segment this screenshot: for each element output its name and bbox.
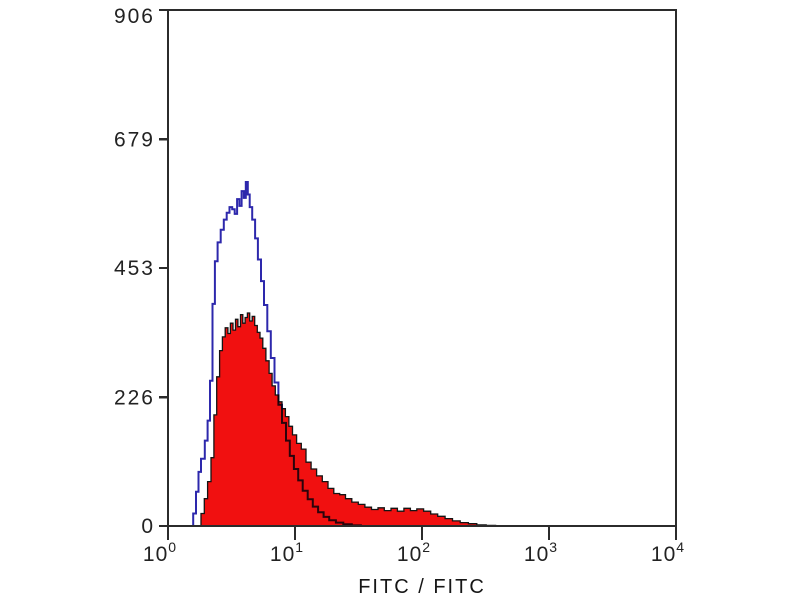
x-axis-tick-label: 100 xyxy=(143,539,177,566)
y-axis-tick-label: 453 xyxy=(114,257,155,280)
y-axis-tick-label: 906 xyxy=(114,5,155,28)
y-axis-tick-label: 679 xyxy=(114,128,155,151)
x-axis-tick-exponent: 1 xyxy=(295,539,304,555)
y-axis-tick-label: 0 xyxy=(141,515,155,538)
x-axis-tick-exponent: 3 xyxy=(549,539,558,555)
red-filled-histogram-series xyxy=(197,312,497,527)
blue-open-histogram-series xyxy=(190,181,362,527)
x-axis-tick-exponent: 0 xyxy=(168,539,177,555)
x-axis-tick-label: 102 xyxy=(397,539,431,566)
y-axis-tick-label: 226 xyxy=(114,386,155,409)
x-axis-tick-label: 101 xyxy=(270,539,304,566)
x-axis-tick-label: 103 xyxy=(524,539,558,566)
x-axis-tick-label: 104 xyxy=(651,539,685,566)
x-axis-tick-exponent: 2 xyxy=(422,539,431,555)
x-axis-title: FITC / FITC xyxy=(358,576,486,598)
x-axis-tick-exponent: 4 xyxy=(676,539,685,555)
